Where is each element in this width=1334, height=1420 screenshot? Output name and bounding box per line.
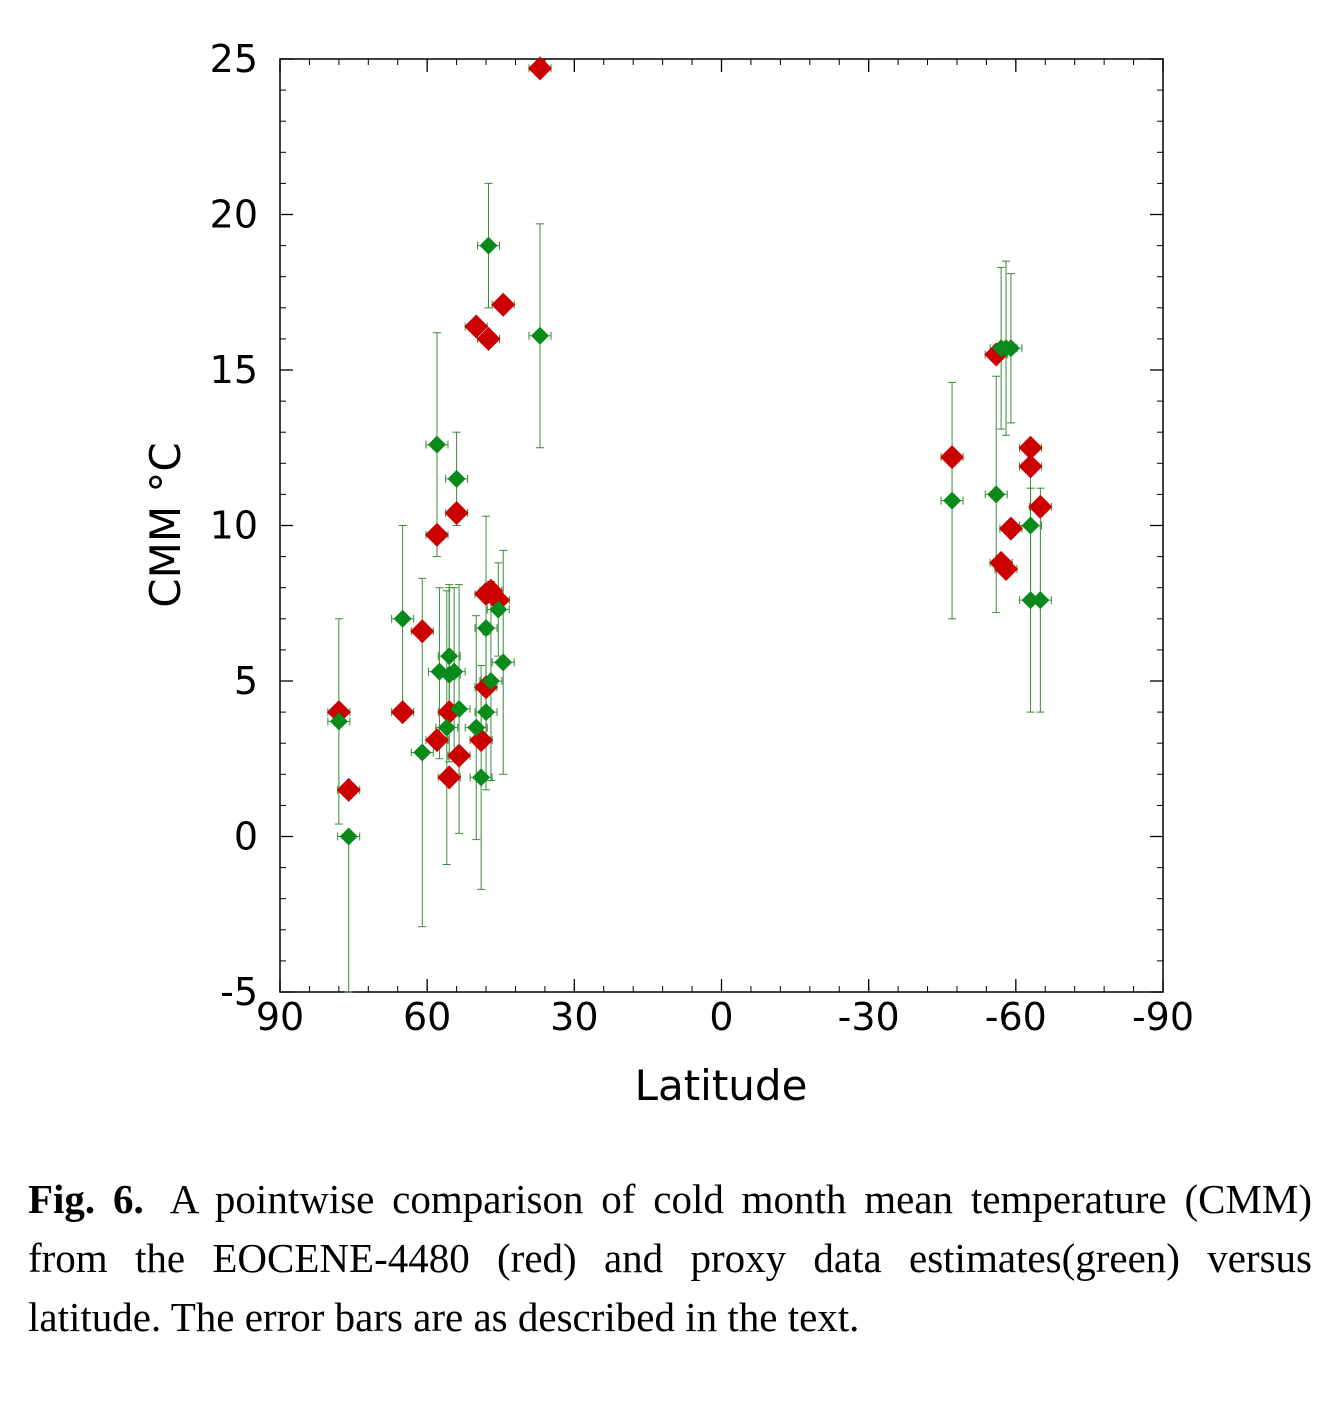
model-point [444, 501, 469, 526]
scatter-chart: 90 60 30 0 -30 -60 -90 -5 0 5 10 15 20 25 Latitude CM… [141, 37, 1194, 1110]
x-tick-label: 30 [550, 995, 598, 1039]
proxy-point [494, 653, 513, 672]
y-tick-label: 15 [210, 348, 258, 392]
x-axis-title: Latitude [635, 1061, 808, 1110]
proxy-point [427, 435, 446, 454]
proxy-point [479, 236, 498, 255]
model-point [437, 765, 462, 790]
proxy-point [445, 662, 464, 681]
model-point [940, 445, 965, 470]
model-point [527, 56, 552, 81]
y-axis-title: CMM °C [141, 442, 190, 607]
y-tick-label: -5 [220, 970, 258, 1014]
proxy-point [943, 491, 962, 510]
proxy-point [447, 469, 466, 488]
model-point [326, 700, 351, 725]
proxy-point [477, 619, 496, 638]
proxy-point [489, 600, 508, 619]
proxy-point [530, 326, 549, 345]
proxy-point [481, 672, 500, 690]
y-tick-label: 10 [210, 504, 258, 548]
model-point [1018, 435, 1043, 460]
proxy-point [413, 743, 432, 762]
model-point [491, 292, 516, 317]
caption-text: A pointwise comparison of cold month mea… [28, 1176, 1313, 1340]
model-point [424, 728, 449, 753]
proxy-point [987, 485, 1006, 504]
proxy-point [1021, 516, 1040, 535]
x-tick-label: 0 [709, 995, 733, 1039]
x-tick-label: -90 [1132, 995, 1194, 1039]
proxy-point [393, 609, 412, 628]
data-points [326, 56, 1053, 846]
model-point [390, 700, 415, 725]
x-tick-label: 90 [256, 995, 304, 1039]
model-point [476, 326, 501, 351]
proxy-point [467, 718, 486, 737]
model-point [486, 588, 511, 613]
model-point [998, 516, 1023, 541]
y-tick-label: 25 [210, 37, 258, 81]
model-point [410, 619, 435, 644]
proxy-point [477, 703, 496, 722]
y-tick-label: 5 [234, 659, 258, 703]
proxy-point [437, 718, 456, 737]
model-point [336, 777, 361, 802]
figure-caption: Fig. 6. A pointwise comparison of cold mo… [28, 1170, 1312, 1347]
proxy-point [339, 827, 358, 846]
model-point [994, 557, 1019, 582]
figure-label: Fig. 6. [28, 1176, 144, 1222]
x-tick-label: -60 [985, 995, 1047, 1039]
model-point [447, 743, 472, 768]
y-tick-label: 0 [234, 815, 258, 859]
model-point [1018, 454, 1043, 479]
axis-labels: 90 60 30 0 -30 -60 -90 -5 0 5 10 15 20 25 [210, 37, 1194, 1039]
proxy-point [440, 647, 459, 666]
axis-ticks [279, 58, 1164, 993]
x-tick-label: 60 [403, 995, 451, 1039]
y-tick-label: 20 [210, 193, 258, 237]
x-tick-label: -30 [838, 995, 900, 1039]
model-point [1028, 494, 1053, 519]
proxy-point [329, 712, 348, 731]
proxy-point [1021, 591, 1040, 610]
model-point [464, 314, 489, 339]
proxy-point [1001, 339, 1020, 358]
proxy-point [1031, 591, 1050, 610]
model-point [424, 522, 449, 547]
proxy-point [472, 768, 491, 787]
proxy-point [450, 699, 469, 718]
